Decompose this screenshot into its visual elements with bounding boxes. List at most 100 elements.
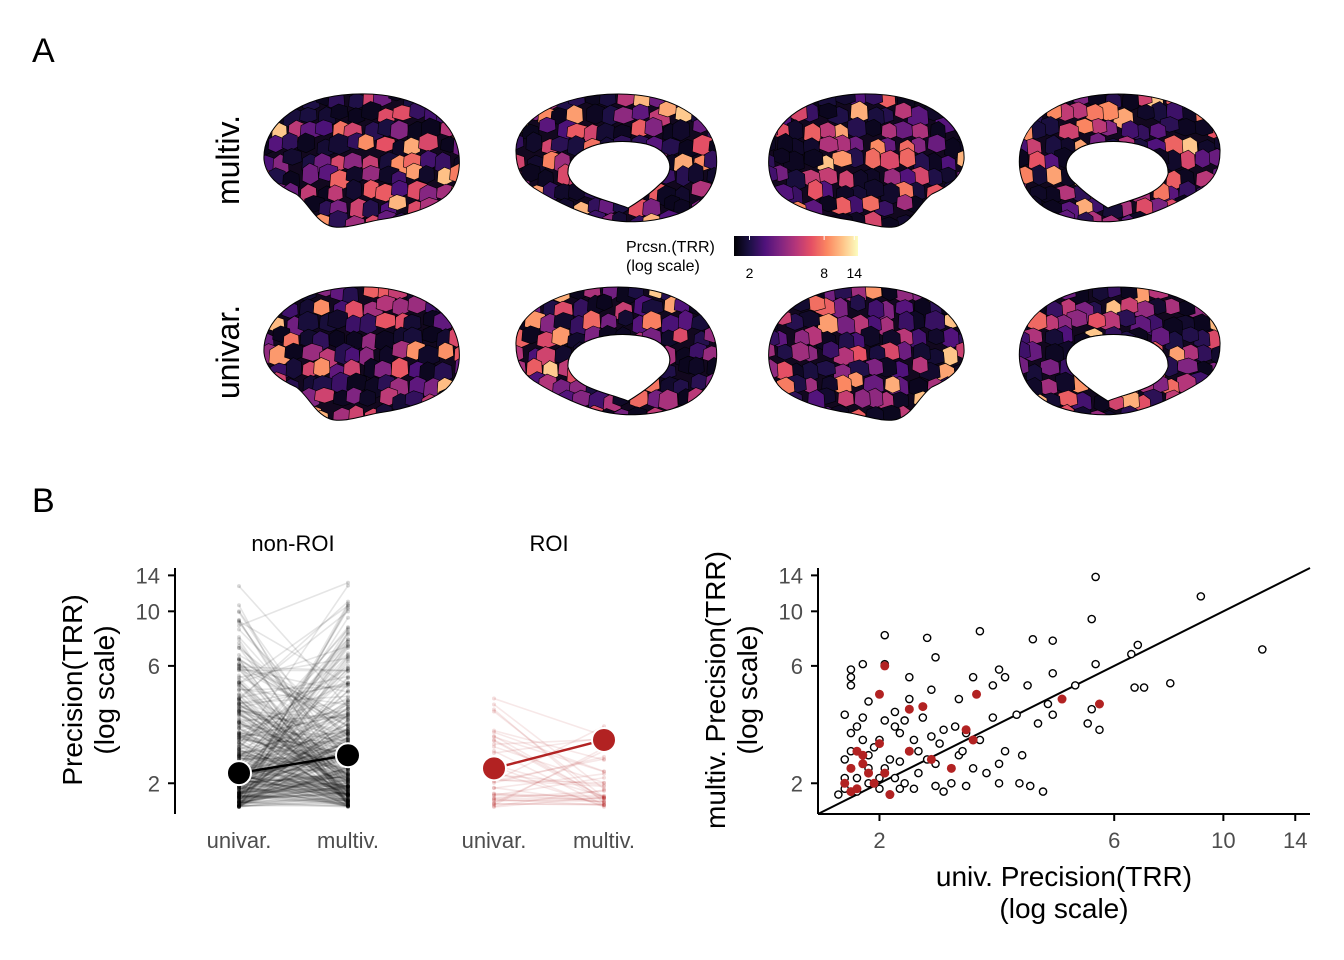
brain-parcel: [1195, 184, 1216, 207]
paired-point: [346, 607, 350, 612]
brain-parcel: [771, 393, 792, 413]
scatter-point-non-roi: [1127, 649, 1136, 659]
paired-line: [238, 757, 349, 776]
brain-parcel: [1211, 165, 1221, 185]
paired-line: [238, 642, 349, 796]
paired-point: [602, 795, 606, 800]
paired-point: [346, 775, 350, 780]
brain-parcel: [273, 404, 292, 421]
scatter-point-non-roi: [988, 713, 998, 722]
paired-point: [346, 803, 350, 808]
paired-line: [238, 645, 349, 758]
paired-line: [238, 776, 349, 787]
paired-point: [237, 795, 241, 800]
brain-parcel: [299, 106, 318, 124]
paired-point: [237, 801, 241, 806]
scatter-point-roi: [858, 759, 868, 769]
brain-parcel: [515, 373, 528, 397]
paired-point: [346, 792, 350, 797]
paired-point: [346, 652, 350, 657]
paired-line: [493, 789, 605, 808]
paired-point: [346, 583, 350, 588]
scatter-point-non-roi: [931, 653, 940, 662]
brain-parcel: [391, 297, 410, 317]
paired-point: [237, 699, 241, 704]
paired-line: [238, 794, 349, 802]
paired-point: [346, 642, 350, 647]
scatter-point-non-roi: [909, 784, 919, 794]
paired-point: [237, 705, 241, 710]
paired-point: [346, 804, 350, 809]
brain-parcel: [449, 107, 460, 126]
paired-point: [237, 792, 241, 797]
paired-point: [346, 784, 350, 789]
brain-parcel: [617, 309, 634, 327]
brain-parcel: [1205, 287, 1221, 298]
paired-line: [238, 792, 349, 806]
xtick-nonroi-multiv: multiv.: [317, 828, 379, 853]
paired-line: [238, 716, 349, 722]
paired-line: [238, 750, 349, 757]
brain-parcel: [1196, 94, 1213, 109]
paired-point: [346, 797, 350, 802]
scatter-point-non-roi: [994, 759, 1004, 769]
brain-parcel: [583, 287, 601, 299]
paired-line: [238, 773, 349, 779]
paired-line: [238, 759, 349, 805]
brain-parcel: [616, 94, 636, 108]
paired-line: [238, 787, 349, 795]
brain-parcel: [707, 311, 717, 331]
paired-point: [346, 698, 350, 703]
paired-point: [346, 800, 350, 805]
paired-point: [346, 698, 350, 703]
brain-parcel: [418, 132, 439, 152]
paired-point: [346, 722, 350, 727]
paired-line: [238, 721, 349, 788]
scatter-point-non-roi: [918, 713, 928, 722]
paired-line: [238, 774, 349, 795]
paired-point: [237, 645, 241, 650]
paired-point: [237, 754, 241, 759]
scatter-point-roi: [858, 750, 868, 760]
paired-line: [238, 733, 349, 755]
brain-parcel: [312, 298, 331, 317]
paired-line: [238, 610, 349, 699]
paired-line: [238, 706, 349, 801]
paired-line: [238, 773, 349, 807]
paired-point: [237, 692, 241, 697]
paired-point: [237, 754, 241, 759]
paired-line: [238, 748, 349, 795]
paired-point: [237, 800, 241, 805]
paired-line: [238, 667, 349, 803]
brain-parcel: [515, 198, 528, 216]
paired-point: [492, 802, 496, 807]
paired-point: [237, 756, 241, 761]
paired-point: [237, 682, 241, 687]
paired-point: [237, 646, 241, 651]
paired-point: [237, 709, 241, 714]
paired-line: [238, 603, 349, 797]
paired-line: [238, 727, 349, 772]
paired-line: [238, 697, 349, 805]
paired-point: [237, 800, 241, 805]
paired-line: [238, 647, 349, 798]
paired-point: [237, 796, 241, 801]
paired-point: [237, 794, 241, 799]
paired-line: [238, 727, 349, 797]
brain-parcel: [702, 345, 717, 363]
brain-parcel: [359, 312, 378, 335]
paired-point: [346, 675, 350, 680]
paired-point: [237, 744, 241, 749]
paired-point: [237, 785, 241, 790]
paired-line: [238, 790, 349, 808]
brain-parcel: [1206, 196, 1221, 214]
paired-point: [237, 737, 241, 742]
paired-point: [237, 802, 241, 807]
scatter-point-non-roi: [890, 707, 900, 717]
paired-line: [238, 797, 349, 804]
colorbar-title-line1: Prcsn.(TRR): [626, 239, 715, 256]
brain-parcel: [688, 356, 705, 377]
paired-line: [238, 723, 349, 772]
brain-parcel: [1043, 94, 1061, 107]
